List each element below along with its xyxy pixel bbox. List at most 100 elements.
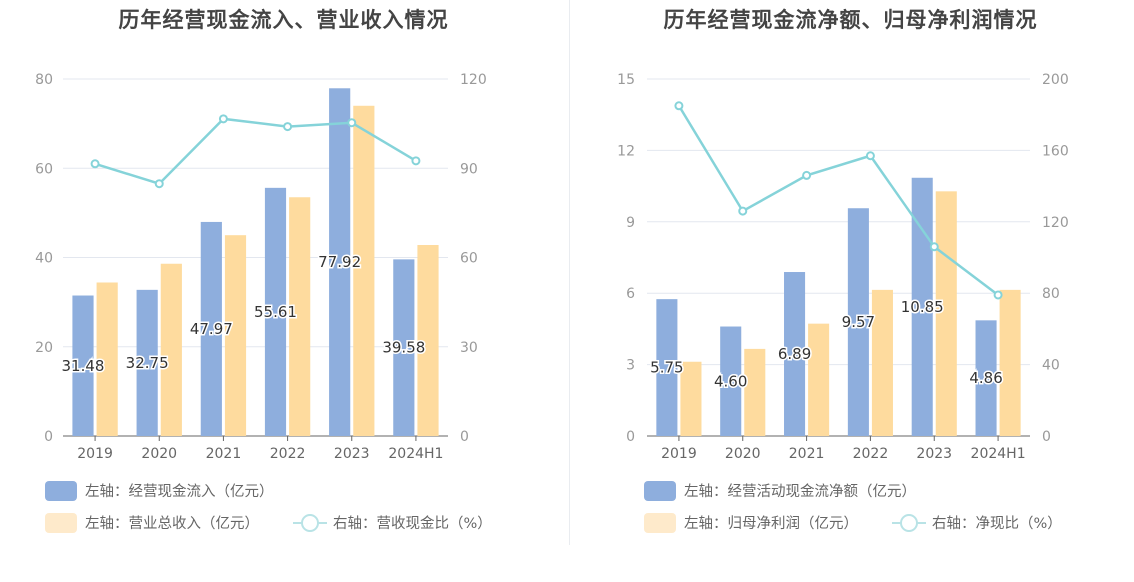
right-chart-x-tick-label: 2020 [725, 446, 761, 462]
left-chart-line-point [347, 118, 357, 128]
left-chart-title: 历年经营现金流入、营业收入情况 [118, 8, 449, 32]
left-chart-bar-series2 [353, 105, 375, 437]
left-chart-data-label: 39.58 [382, 339, 425, 357]
left-chart-bar-series2 [224, 235, 247, 436]
right-chart-left-tick-label: 0 [626, 429, 635, 445]
right-chart-bar-series2 [680, 361, 702, 436]
right-chart-data-label: 4.60 [714, 372, 747, 390]
right-chart-data-label: 4.86 [969, 369, 1002, 387]
left-legend-label-1: 左轴：经营现金流入（亿元） [85, 484, 274, 500]
left-chart-line-series [94, 117, 417, 186]
left-chart-bar-series1 [136, 289, 158, 436]
left-chart-bar-series2 [160, 263, 182, 436]
right-chart-bar-series2 [744, 348, 766, 436]
right-chart-left-tick-label: 6 [626, 286, 635, 302]
left-chart-data-label: 32.75 [126, 354, 169, 372]
left-chart-left-tick-label: 20 [35, 340, 53, 356]
left-chart-line-point [218, 114, 228, 124]
left-chart-left-tick-label: 80 [35, 72, 53, 88]
left-chart-svg: 0 20 40 60 80 0 30 60 90 120 2019 2020 2021 2022 2023 2… [35, 72, 487, 462]
right-legend-item-1[interactable]: 左轴：经营活动现金流净额（亿元） [644, 480, 916, 501]
right-chart-title: 历年经营现金流净额、归母净利润情况 [663, 8, 1038, 32]
left-chart-data-label: 55.61 [254, 303, 297, 321]
right-chart-right-tick-label: 80 [1042, 286, 1060, 302]
left-chart-right-tick-label: 120 [460, 72, 487, 88]
right-chart-bar-series1 [784, 272, 806, 436]
left-chart-left-tick-label: 60 [35, 161, 53, 177]
right-chart-left-tick-label: 9 [626, 215, 635, 231]
right-chart-line-point [802, 170, 812, 180]
right-chart-left-tick-label: 12 [617, 143, 635, 159]
left-chart-data-label: 31.48 [62, 357, 105, 375]
right-chart-x-tick-label: 2022 [853, 446, 889, 462]
left-legend-item-2[interactable]: 左轴：营业总收入（亿元） [45, 512, 259, 533]
right-legend-item-3[interactable]: 右轴：净现比（%） [892, 512, 1062, 533]
right-chart-data-label: 9.57 [842, 313, 875, 331]
left-legend-label-3: 右轴：营收现金比（%） [333, 516, 492, 532]
left-chart-right-tick-label: 30 [460, 340, 478, 356]
left-legend-label-2: 左轴：营业总收入（亿元） [85, 516, 259, 532]
left-chart-data-label: 77.92 [318, 253, 361, 271]
left-chart-x-tick-label: 2023 [334, 446, 370, 462]
left-chart-line-point [283, 122, 293, 132]
right-chart-bar-series2 [808, 323, 830, 436]
left-legend-swatch-2 [45, 512, 77, 533]
right-chart-x-tick-label: 2023 [916, 446, 952, 462]
right-chart-bar-series2 [999, 289, 1021, 436]
right-chart-left-tick-label: 15 [617, 72, 635, 88]
left-chart-x-tick-label: 2021 [206, 446, 242, 462]
left-chart-left-tick-label: 40 [35, 251, 53, 267]
right-chart-left-tick-label: 3 [626, 358, 635, 374]
right-chart-bar-series1 [911, 177, 933, 436]
right-chart-right-tick-label: 40 [1042, 358, 1060, 374]
left-chart-line-point [411, 156, 421, 166]
right-chart-bar-series1 [847, 208, 869, 436]
left-chart-bar-series1 [72, 295, 94, 436]
right-legend-label-3: 右轴：净现比（%） [932, 516, 1062, 532]
right-chart-right-tick-label: 120 [1042, 215, 1069, 231]
left-chart-x-tick-label: 2024H1 [388, 446, 443, 462]
right-chart-line-point [865, 151, 875, 161]
left-chart-bar-series2 [289, 197, 311, 436]
left-chart-bar-series1 [393, 259, 415, 436]
right-chart-data-label: 5.75 [650, 359, 683, 377]
left-legend-item-1[interactable]: 左轴：经营现金流入（亿元） [45, 480, 274, 501]
right-chart-line-point [674, 101, 684, 111]
right-legend-label-2: 左轴：归母净利润（亿元） [684, 516, 858, 532]
left-legend-item-3[interactable]: 右轴：营收现金比（%） [293, 512, 492, 533]
right-chart-line-point [929, 242, 939, 252]
right-chart-x-tick-label: 2024H1 [971, 446, 1026, 462]
right-chart-line-point [738, 206, 748, 216]
left-chart-bar-series1 [264, 187, 287, 436]
left-chart-line-point [154, 179, 164, 189]
left-chart-x-tick-label: 2020 [141, 446, 177, 462]
right-chart-bar-series1 [720, 326, 742, 436]
left-chart-x-tick-label: 2019 [77, 446, 113, 462]
right-chart-right-tick-label: 160 [1042, 143, 1069, 159]
panel-divider [569, 0, 570, 545]
left-chart-right-tick-label: 90 [460, 161, 478, 177]
right-chart-svg: 0 3 6 9 12 15 0 40 80 120 160 200 2019 2020 2021 2022 20… [617, 72, 1069, 462]
right-chart-data-label: 6.89 [778, 345, 811, 363]
left-legend-swatch-1 [45, 480, 77, 501]
left-legend-line-icon [293, 513, 327, 533]
left-chart-bar-series1 [329, 88, 351, 437]
right-chart-panel: 历年经营现金流净额、归母净利润情况 0 3 6 9 12 15 0 40 80 120 160 200… [567, 0, 1134, 582]
right-chart-bar-series1 [656, 299, 678, 436]
right-legend-swatch-2 [644, 512, 676, 533]
left-chart-bar-series2 [96, 282, 118, 436]
right-chart-right-tick-label: 200 [1042, 72, 1069, 88]
right-chart-bar-series1 [975, 320, 997, 436]
left-chart-panel: 历年经营现金流入、营业收入情况 0 20 40 60 80 0 30 60 90 120 2019 2… [35, 8, 492, 533]
right-chart-line-point [993, 290, 1003, 300]
left-chart-bar-series2 [417, 245, 439, 436]
left-chart-bar-series1 [200, 221, 222, 436]
right-chart-line-series [677, 105, 999, 296]
right-chart-x-tick-label: 2021 [789, 446, 825, 462]
left-chart-left-tick-label: 0 [44, 429, 53, 445]
right-legend-label-1: 左轴：经营活动现金流净额（亿元） [684, 484, 916, 500]
right-legend-item-2[interactable]: 左轴：归母净利润（亿元） [644, 512, 858, 533]
right-chart-x-tick-label: 2019 [661, 446, 697, 462]
right-chart-right-tick-label: 0 [1042, 429, 1051, 445]
left-chart-right-tick-label: 0 [460, 429, 469, 445]
